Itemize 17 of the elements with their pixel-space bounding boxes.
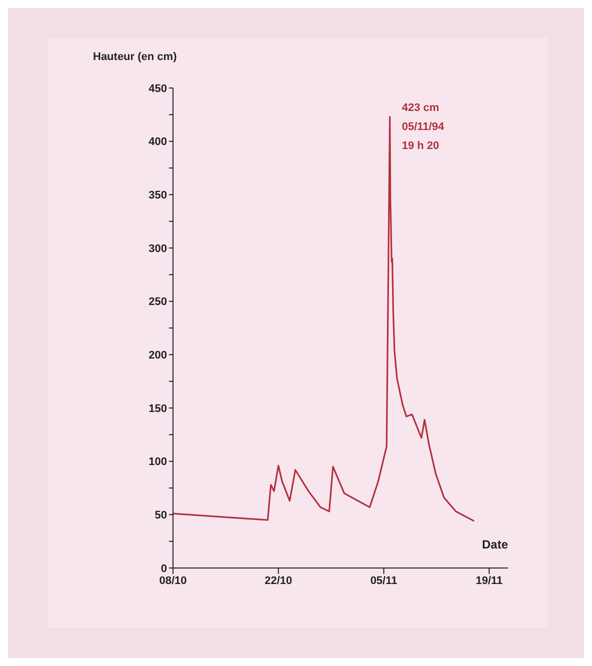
- x-tick-label: 22/10: [264, 574, 292, 587]
- y-tick-label: 250: [148, 296, 167, 308]
- y-tick-label: 450: [148, 82, 167, 95]
- y-tick-label: 350: [148, 190, 167, 202]
- annotation: 423 cm 05/11/94 19 h 20: [402, 102, 445, 152]
- y-tick-label: 0: [160, 562, 167, 575]
- x-tick-label: 05/11: [370, 574, 398, 587]
- y-tick-label: 50: [154, 510, 167, 522]
- x-tick-label: 08/10: [159, 574, 187, 587]
- x-tick-label: 19/11: [476, 574, 503, 587]
- y-tick-label: 300: [148, 242, 167, 255]
- y-tick-label: 100: [148, 456, 167, 468]
- x-axis-title: Date: [482, 538, 508, 552]
- y-tick-label: 200: [148, 350, 167, 362]
- y-axis-title: Hauteur (en cm): [93, 51, 178, 63]
- y-tick-label: 400: [148, 136, 167, 148]
- y-tick-label: 150: [148, 402, 167, 415]
